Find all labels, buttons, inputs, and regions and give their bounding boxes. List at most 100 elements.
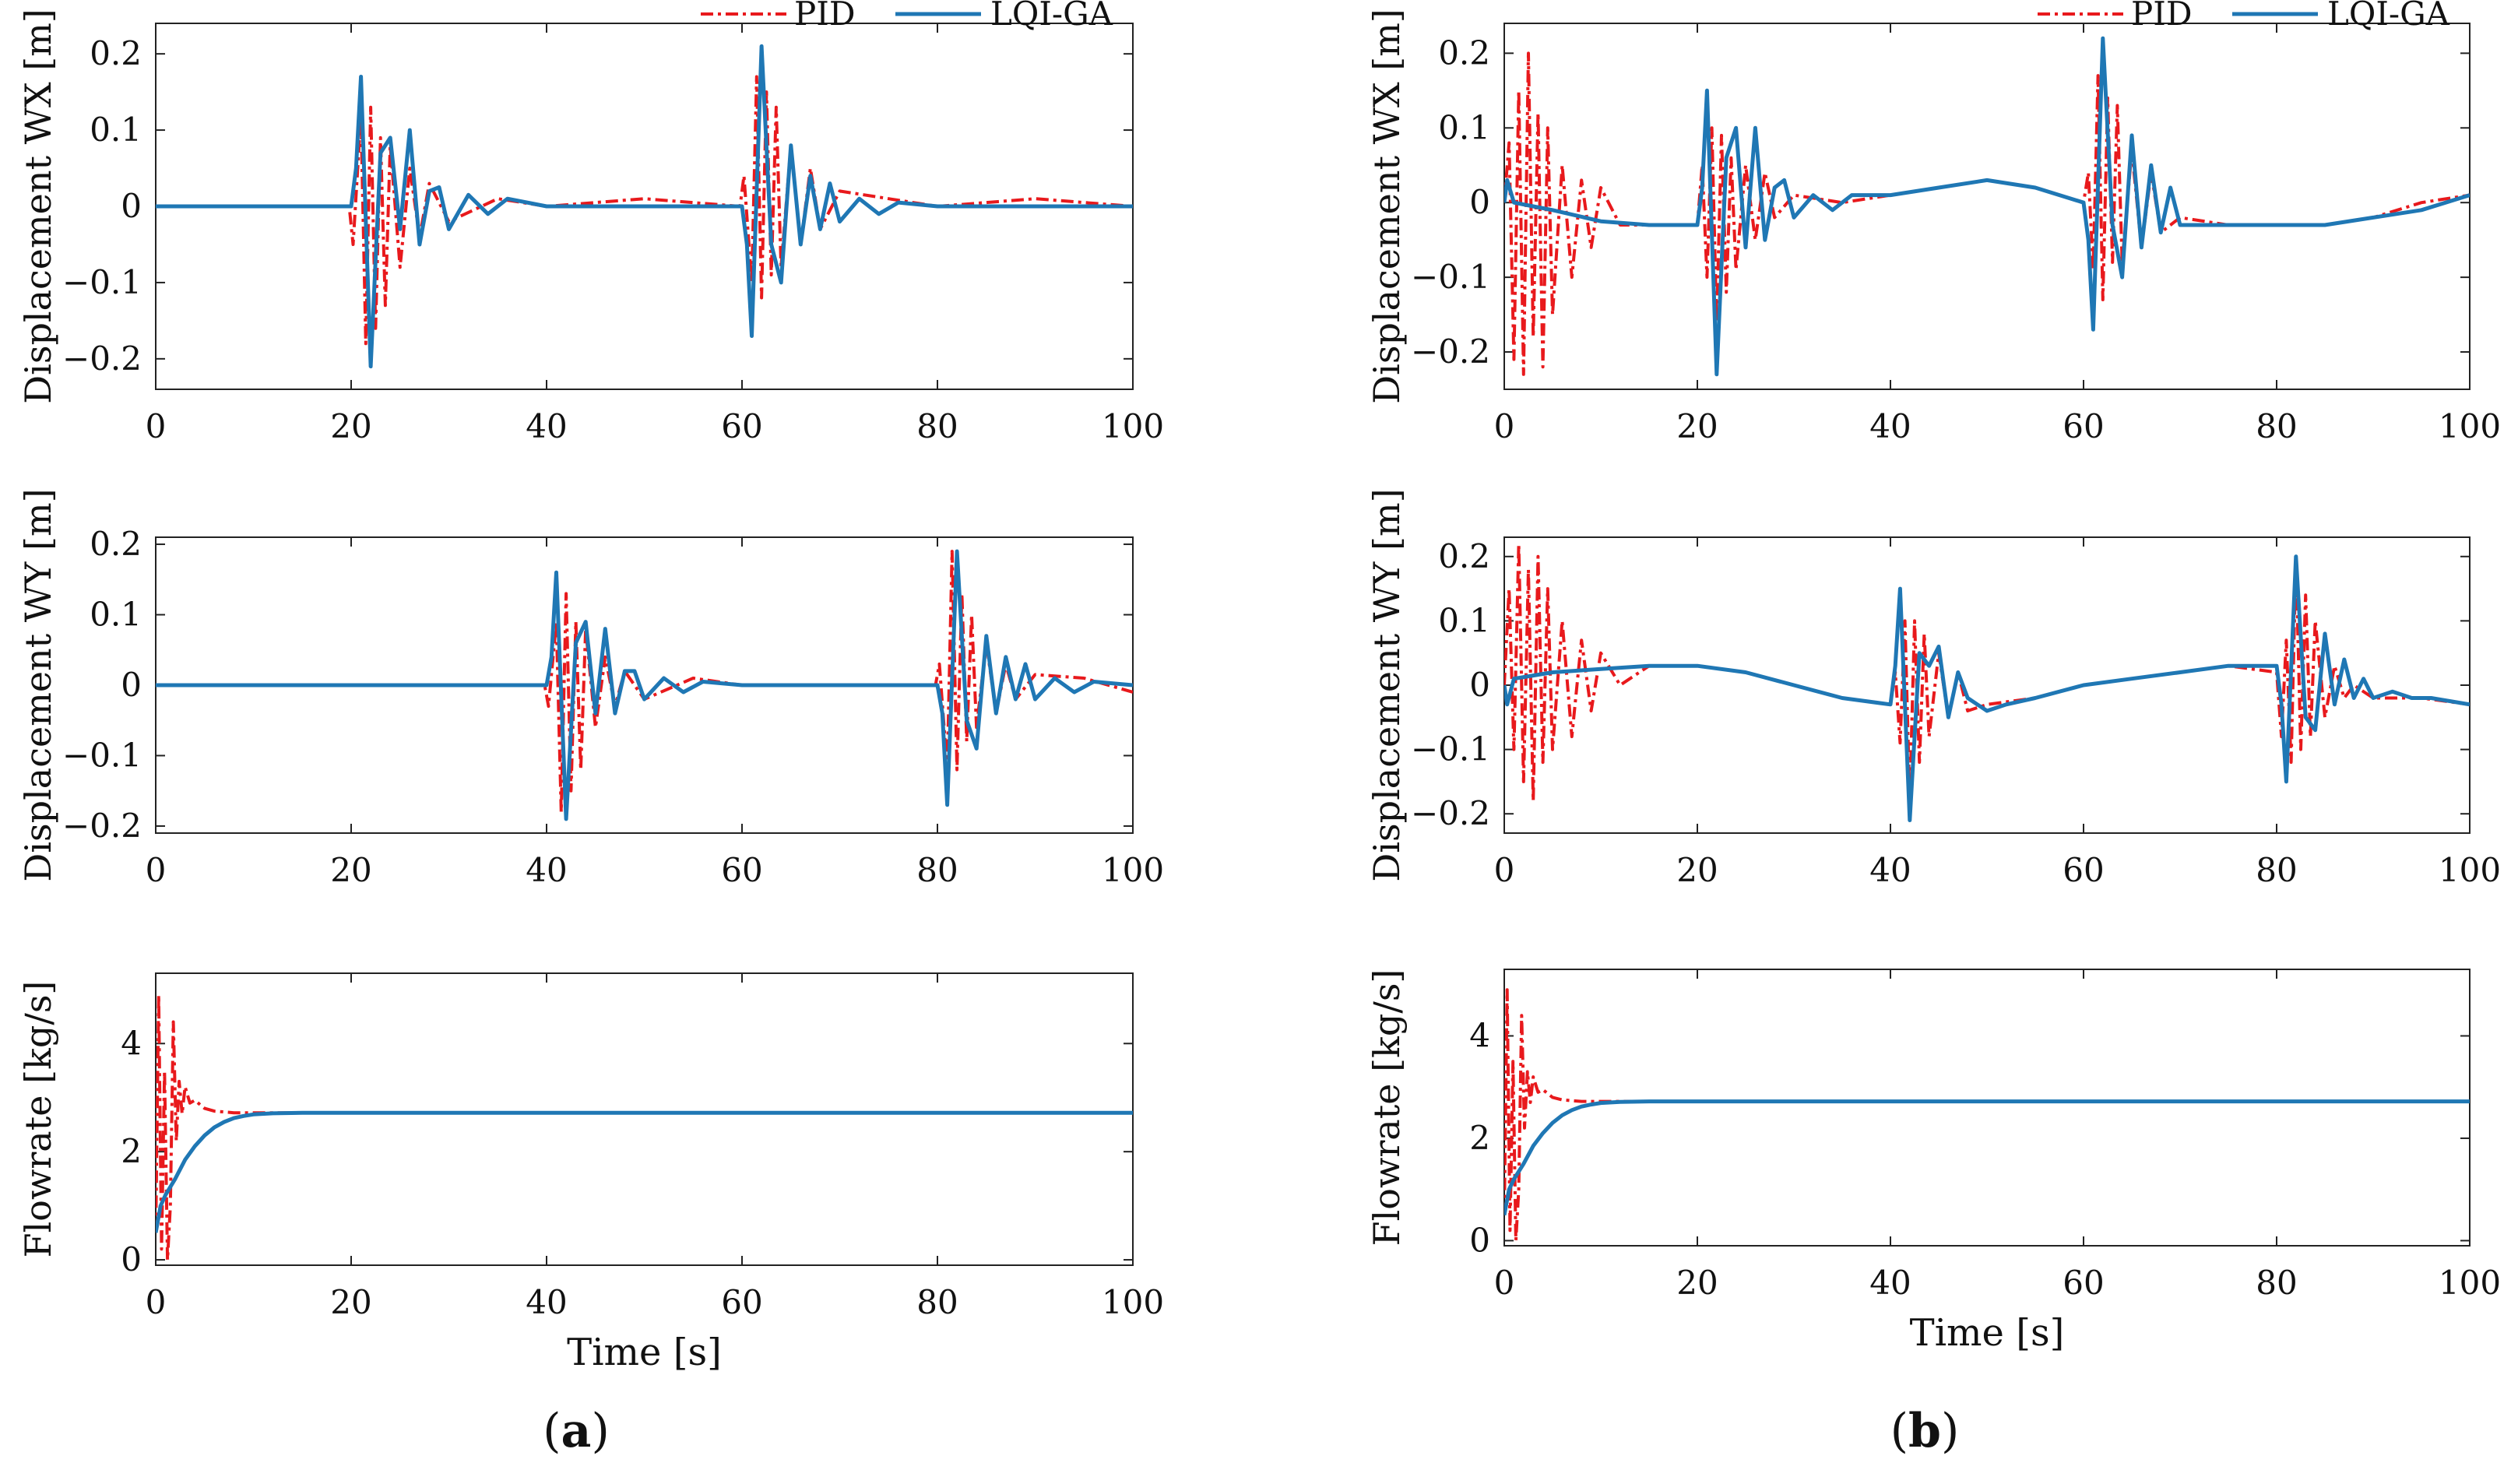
subplot-b-2: 0 20 40 60 80 100 −0.2 −0.1 0 0.1 0.2 Displacement … (1366, 488, 2501, 889)
y-tick-label: −0.2 (1411, 332, 1490, 371)
x-tick-label: 40 (526, 851, 567, 889)
series-lqi-ga-line (1504, 1099, 2470, 1216)
series-pid-line (1504, 542, 2470, 803)
x-tick-label: 20 (1676, 1264, 1718, 1302)
y-tick-label: 4 (1469, 1016, 1490, 1054)
y-axis-label: Displacement WX [m] (1366, 9, 1408, 404)
x-tick-label: 0 (146, 851, 167, 889)
y-tick-label: 2 (1469, 1119, 1490, 1157)
y-axis-label: Flowrate [kg/s] (17, 981, 59, 1258)
y-tick-label: 0 (121, 1240, 142, 1278)
series-pid-line (156, 75, 1133, 346)
series-lqi-ga-line (1504, 36, 2470, 377)
x-tick-label: 100 (2439, 851, 2501, 889)
x-tick-label: 40 (526, 407, 567, 445)
y-tick-label: 0.2 (1438, 537, 1490, 575)
y-tick-label: 0.1 (1438, 601, 1490, 639)
y-axis-label: Displacement WY [m] (17, 488, 59, 881)
x-tick-label: 60 (721, 407, 762, 445)
x-tick-label: 100 (1102, 407, 1164, 445)
y-tick-label: 0.2 (1438, 33, 1490, 72)
x-tick-label: 20 (1676, 851, 1718, 889)
legend-pid-label: PID (794, 0, 856, 33)
y-tick-label: 0.1 (1438, 108, 1490, 146)
series-lqi-ga-line (1504, 554, 2470, 822)
y-tick-label: −0.2 (62, 807, 142, 845)
y-tick-label: −0.1 (1411, 730, 1490, 768)
x-tick-label: 40 (1869, 407, 1911, 445)
x-tick-label: 0 (1494, 851, 1515, 889)
x-tick-label: 80 (916, 851, 958, 889)
subplot-a-1: 0 20 40 60 80 100 −0.2 −0.1 0 0.1 0.2 Displacement … (17, 0, 1164, 445)
x-tick-label: 100 (1102, 1283, 1164, 1321)
x-tick-label: 100 (1102, 851, 1164, 889)
x-tick-label: 100 (2439, 1264, 2501, 1302)
x-tick-label: 80 (2256, 1264, 2297, 1302)
series-pid-line (1504, 51, 2470, 376)
subplot-b-1: 0 20 40 60 80 100 −0.2 −0.1 0 0.1 0.2 Displacement … (1366, 0, 2501, 445)
x-tick-label: 100 (2439, 407, 2501, 445)
x-tick-label: 20 (330, 851, 371, 889)
y-tick-label: −0.1 (1411, 258, 1490, 296)
x-tick-label: 0 (146, 1283, 167, 1321)
y-axis-label: Flowrate [kg/s] (1366, 969, 1408, 1247)
subplot-a-3: 0 20 40 60 80 100 0 2 4 Flowrate [kg/s] Time [s] (17, 972, 1164, 1374)
x-axis-label: Time [s] (1910, 1311, 2065, 1355)
x-tick-label: 80 (916, 407, 958, 445)
y-tick-label: 2 (121, 1132, 142, 1170)
legend-lqi-label: LQI-GA (2327, 0, 2450, 33)
x-tick-label: 60 (721, 851, 762, 889)
series-lqi-ga-line (156, 1110, 1133, 1233)
legend: PID LQI-GA (2038, 0, 2450, 33)
y-tick-label: −0.2 (1411, 794, 1490, 832)
legend-pid-label: PID (2131, 0, 2193, 33)
series-pid-line (156, 550, 1133, 814)
series-pid-line (156, 993, 1133, 1262)
x-tick-label: 60 (721, 1283, 762, 1321)
subplot-b-3: 0 20 40 60 80 100 0 2 4 Flowrate [kg/s] Time [s] (1366, 969, 2501, 1355)
y-tick-label: −0.1 (62, 263, 142, 301)
x-tick-label: 80 (2256, 851, 2297, 889)
axes-box (155, 972, 1134, 1266)
y-tick-label: −0.2 (62, 339, 142, 378)
x-tick-label: 60 (2063, 407, 2104, 445)
x-tick-label: 40 (526, 1283, 567, 1321)
axes-box (1503, 969, 2471, 1247)
panel-label-a: (a) (543, 1404, 610, 1458)
x-tick-label: 20 (330, 1283, 371, 1321)
y-tick-label: 0 (121, 187, 142, 225)
x-tick-label: 20 (330, 407, 371, 445)
y-tick-label: 0 (121, 666, 142, 704)
y-tick-label: 0.1 (90, 111, 142, 149)
x-tick-label: 60 (2063, 1264, 2104, 1302)
x-tick-label: 0 (146, 407, 167, 445)
x-tick-label: 20 (1676, 407, 1718, 445)
y-tick-label: −0.1 (62, 736, 142, 774)
series-pid-line (1504, 988, 2470, 1243)
y-axis-label: Displacement WX [m] (17, 9, 59, 404)
y-tick-label: 0.1 (90, 596, 142, 634)
x-axis-label: Time [s] (567, 1331, 722, 1374)
x-tick-label: 60 (2063, 851, 2104, 889)
legend-lqi-label: LQI-GA (990, 0, 1113, 33)
legend: PID LQI-GA (701, 0, 1113, 33)
y-tick-label: 0 (1469, 1221, 1490, 1259)
x-tick-label: 80 (916, 1283, 958, 1321)
panel-label-b: (b) (1890, 1404, 1960, 1458)
x-tick-label: 0 (1494, 407, 1515, 445)
x-tick-label: 40 (1869, 851, 1911, 889)
y-tick-label: 0.2 (90, 525, 142, 563)
x-tick-label: 80 (2256, 407, 2297, 445)
y-tick-label: 4 (121, 1024, 142, 1062)
y-tick-label: 0.2 (90, 34, 142, 72)
subplot-a-2: 0 20 40 60 80 100 −0.2 −0.1 0 0.1 0.2 Displacement … (17, 488, 1164, 889)
y-tick-label: 0 (1469, 666, 1490, 704)
y-axis-label: Displacement WY [m] (1366, 488, 1408, 881)
x-tick-label: 0 (1494, 1264, 1515, 1302)
axes-box (1503, 23, 2471, 390)
x-tick-label: 40 (1869, 1264, 1911, 1302)
y-tick-label: 0 (1469, 183, 1490, 221)
series-lqi-ga-line (156, 549, 1133, 821)
subplots: 0 20 40 60 80 100−0.2−0.100.10.2Displacement … (17, 0, 2501, 1374)
